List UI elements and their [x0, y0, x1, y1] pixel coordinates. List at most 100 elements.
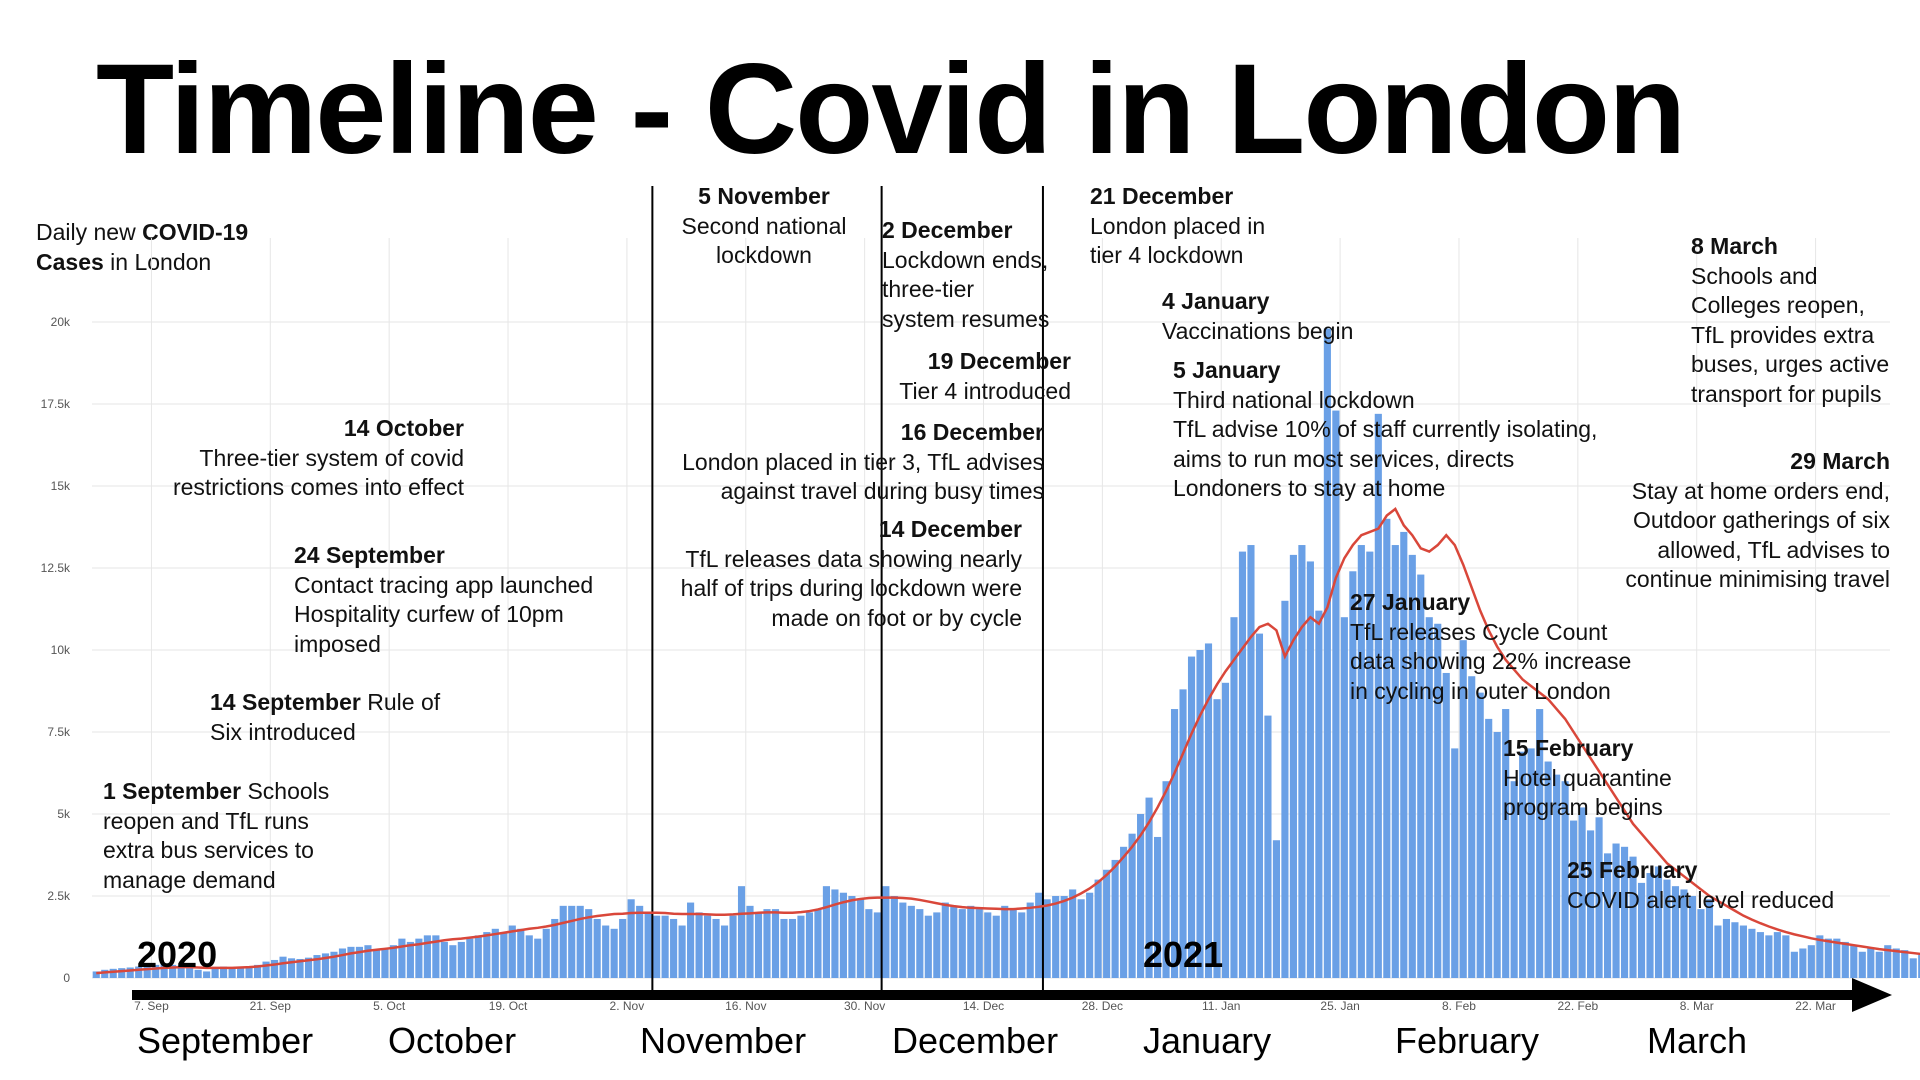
bar [636, 905, 644, 978]
bar [1748, 928, 1756, 978]
bar [797, 915, 805, 978]
bar [508, 925, 516, 978]
x-tick-label: 19. Oct [489, 999, 528, 1013]
bar [160, 964, 168, 978]
bar [1663, 879, 1671, 978]
bar [805, 912, 814, 978]
bar [1213, 699, 1221, 978]
bar [1425, 617, 1433, 978]
bar [177, 965, 185, 978]
bar [1892, 948, 1900, 978]
bar [1306, 561, 1314, 978]
bar [542, 928, 550, 978]
y-tick-label: 17.5k [41, 397, 71, 411]
annotation-jan4: 4 January Vaccinations begin [1162, 288, 1354, 344]
bar [1867, 948, 1875, 978]
bar [330, 951, 338, 978]
y-tick-label: 0 [63, 971, 70, 985]
bar [831, 889, 839, 978]
bar [1739, 925, 1747, 978]
bar [474, 935, 482, 978]
bar [576, 905, 584, 978]
bar [1620, 846, 1629, 978]
bar [500, 932, 508, 978]
bar [1357, 545, 1365, 978]
bar [1018, 912, 1026, 978]
bar [1417, 574, 1425, 978]
annotation-jan27: 27 January TfL releases Cycle Count data… [1350, 589, 1632, 704]
bar [1476, 692, 1484, 978]
month-label-september: September [137, 1020, 314, 1061]
annotation-feb15: 15 February Hotel quarantine program beg… [1503, 735, 1672, 820]
bar [1790, 951, 1798, 978]
bar [1289, 554, 1297, 978]
bar [517, 928, 525, 978]
bar [1094, 879, 1102, 978]
bar [1459, 640, 1467, 978]
bar [1688, 896, 1697, 978]
bar [1103, 869, 1111, 978]
y-tick-label: 7.5k [47, 725, 71, 739]
bar [1238, 551, 1247, 978]
bar [1374, 413, 1382, 979]
bar [1561, 781, 1569, 978]
bar [135, 966, 143, 978]
year-label-2020: 2020 [137, 934, 218, 975]
bar [984, 912, 992, 978]
bar [440, 941, 448, 978]
annotation-dec14: 14 December TfL releases data showing ne… [680, 516, 1022, 631]
bar [1654, 866, 1663, 978]
bar [1858, 951, 1866, 978]
bar [254, 964, 262, 978]
bar [1187, 656, 1196, 978]
bar [1128, 833, 1136, 978]
y-tick-label: 20k [51, 315, 71, 329]
bar [958, 909, 966, 978]
bar [169, 964, 177, 978]
bar [975, 909, 983, 978]
annotation-sep24: 24 September Contact tracing app launche… [294, 542, 594, 657]
x-tick-labels: 7. Sep 21. Sep 5. Oct 19. Oct 2. Nov 16. Nov 3… [134, 999, 1836, 1013]
bar [1722, 918, 1730, 978]
bar [1162, 781, 1170, 978]
bar [457, 941, 465, 978]
bar [712, 918, 720, 978]
bar [1765, 935, 1773, 978]
bar [1391, 545, 1399, 978]
month-label-december: December [892, 1020, 1059, 1061]
bar [1544, 761, 1552, 978]
bar [585, 909, 593, 978]
bar [1714, 925, 1722, 978]
bar [347, 946, 355, 978]
annotation-sep14: 14 September Rule of Six introduced [210, 689, 441, 745]
bar [1111, 859, 1119, 978]
bar [203, 971, 211, 978]
bar [1315, 610, 1323, 978]
bar [619, 918, 627, 978]
bar [1884, 945, 1892, 978]
x-axis-bar [132, 990, 1852, 1000]
bar [287, 958, 296, 978]
event-lines [651, 186, 1044, 992]
bar [1536, 709, 1544, 978]
month-label-january: January [1143, 1020, 1272, 1061]
bar [899, 902, 907, 978]
bar [118, 968, 126, 978]
bar [415, 938, 423, 978]
bar [1527, 748, 1535, 978]
bar [1671, 886, 1680, 978]
year-label-2021: 2021 [1143, 934, 1224, 975]
bar [338, 948, 347, 978]
annotation-mar8: 8 March Schools and Colleges reopen, TfL… [1691, 233, 1890, 407]
page-title: Timeline - Covid in London [96, 38, 1686, 181]
month-label-february: February [1395, 1020, 1540, 1061]
bar [1502, 709, 1510, 978]
bar [763, 909, 771, 978]
series-line [96, 507, 1920, 975]
bar [1035, 892, 1043, 978]
bar [916, 909, 924, 978]
bar [1553, 774, 1561, 978]
y-tick-label: 15k [51, 479, 71, 493]
bar [1272, 840, 1280, 978]
bar [856, 899, 864, 978]
